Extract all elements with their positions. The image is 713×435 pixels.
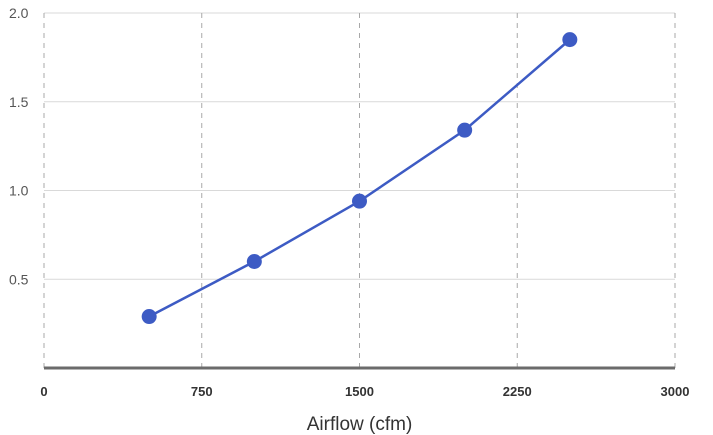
x-tick-labels: 0 750 1500 2250 3000: [40, 384, 689, 399]
x-tick-label: 2250: [503, 384, 532, 399]
y-tick-label: 2.0: [9, 5, 29, 21]
x-axis-label: Airflow (cfm): [307, 414, 413, 435]
x-tick-label: 0: [40, 384, 47, 399]
y-tick-label: 0.5: [9, 271, 29, 287]
grid: [43, 12, 676, 368]
data-point: [141, 309, 157, 325]
y-tick-label: 1.0: [9, 183, 29, 199]
data-point: [562, 32, 578, 48]
y-tick-label: 1.5: [9, 94, 29, 110]
series: [141, 32, 578, 325]
x-tick-label: 750: [191, 384, 213, 399]
data-point: [457, 122, 473, 138]
data-point: [352, 193, 367, 209]
data-point: [246, 254, 262, 269]
y-tick-labels: 0.5 1.0 1.5 2.0: [9, 5, 29, 287]
x-tick-label: 3000: [661, 384, 690, 399]
x-tick-label: 1500: [345, 384, 374, 399]
